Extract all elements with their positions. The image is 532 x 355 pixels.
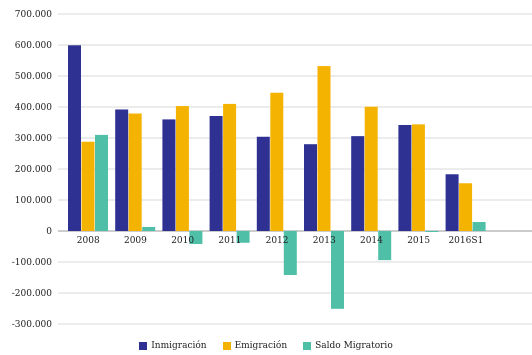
- legend-item-emigracion: Emigración: [222, 341, 288, 351]
- bar-emigraci-n-2008: [81, 141, 95, 231]
- bar-emigraci-n-2016S1: [459, 183, 473, 231]
- category-label: 2010: [171, 236, 194, 246]
- bar-inmigraci-n-2014: [351, 136, 365, 231]
- bar-saldo-migratorio-2015: [425, 231, 439, 232]
- bar-inmigraci-n-2010: [162, 119, 176, 231]
- legend-label: Inmigración: [151, 341, 207, 351]
- bar-emigraci-n-2011: [223, 103, 237, 231]
- bar-emigraci-n-2012: [270, 92, 284, 232]
- y-tick-label: -100.000: [12, 258, 53, 268]
- category-label: 2008: [77, 236, 100, 246]
- bar-saldo-migratorio-2008: [95, 134, 108, 231]
- y-tick-label: -300.000: [12, 320, 53, 330]
- y-tick-label: 100.000: [15, 196, 52, 206]
- bar-saldo-migratorio-2009: [142, 226, 156, 231]
- bar-saldo-migratorio-2013: [331, 231, 344, 309]
- bar-emigraci-n-2013: [317, 66, 331, 231]
- bar-emigraci-n-2015: [411, 124, 425, 231]
- legend-label: Emigración: [234, 341, 288, 351]
- bar-emigraci-n-2010: [175, 106, 189, 231]
- bar-inmigraci-n-2016S1: [445, 174, 459, 231]
- bar-inmigraci-n-2008: [68, 45, 81, 232]
- y-tick-label: -200.000: [12, 289, 53, 299]
- y-axis-tick-labels: 700.000 600.000 500.000 400.000 300.000 200.0…: [12, 10, 53, 330]
- legend: Inmigración Emigración Saldo Migratorio: [0, 341, 532, 351]
- y-tick-label: 400.000: [15, 103, 52, 113]
- bar-inmigraci-n-2013: [304, 144, 317, 231]
- x-axis-category-labels: 2008 2009 2010 2011 2012 2013 2014 2015 2016S1: [77, 236, 483, 246]
- y-tick-label: 200.000: [15, 165, 52, 175]
- bar-emigraci-n-2014: [364, 106, 378, 231]
- category-label: 2009: [124, 236, 147, 246]
- legend-swatch: [303, 342, 312, 350]
- category-label: 2014: [360, 236, 383, 246]
- legend-item-inmigracion: Inmigración: [139, 341, 207, 351]
- category-label: 2013: [313, 236, 336, 246]
- legend-item-saldo-migratorio: Saldo Migratorio: [303, 341, 393, 351]
- category-label: 2016S1: [448, 236, 483, 246]
- bar-saldo-migratorio-2012: [283, 231, 297, 276]
- bar-inmigraci-n-2011: [209, 115, 223, 231]
- y-tick-label: 0: [46, 227, 52, 237]
- legend-swatch: [222, 342, 231, 350]
- y-tick-label: 600.000: [15, 41, 52, 51]
- bar-saldo-migratorio-2010: [189, 231, 203, 245]
- category-label: 2015: [407, 236, 430, 246]
- bar-inmigraci-n-2015: [398, 124, 412, 231]
- y-tick-label: 700.000: [15, 10, 52, 20]
- y-tick-label: 500.000: [15, 72, 52, 82]
- bar-marks: [68, 45, 486, 309]
- bar-inmigraci-n-2012: [256, 136, 270, 231]
- bar-emigraci-n-2009: [128, 113, 142, 231]
- legend-label: Saldo Migratorio: [315, 341, 393, 351]
- bar-saldo-migratorio-2011: [236, 231, 250, 243]
- bar-saldo-migratorio-2014: [378, 231, 392, 261]
- legend-swatch: [139, 342, 148, 350]
- y-tick-label: 300.000: [15, 134, 52, 144]
- bar-inmigraci-n-2009: [115, 109, 129, 231]
- category-label: 2011: [218, 236, 241, 246]
- category-label: 2012: [266, 236, 289, 246]
- bar-saldo-migratorio-2016S1: [472, 222, 486, 231]
